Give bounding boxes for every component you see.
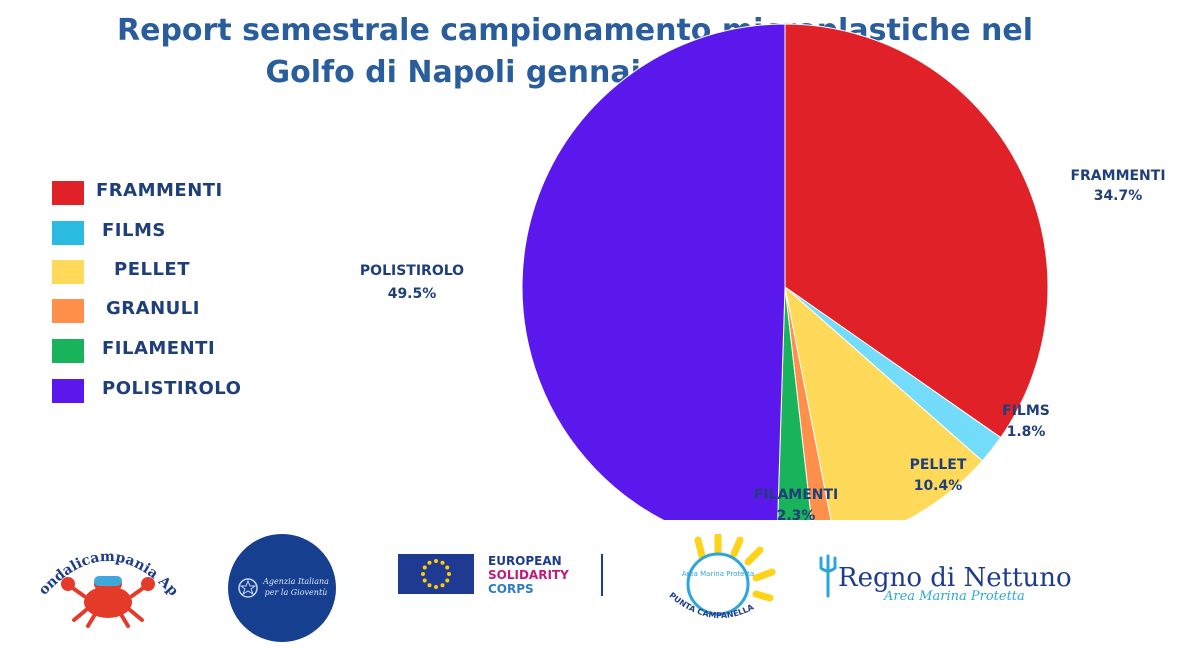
legend-item-frammenti: FRAMMENTI <box>52 178 312 206</box>
agenzia-text-2: per la Gioventù <box>265 588 328 597</box>
punta-campanella-logo: Area Marina Protetta PUNTA CAMPANELLA <box>652 532 782 626</box>
legend-item-polistirolo: POLISTIROLO <box>52 376 312 404</box>
pie-slices <box>521 23 1049 520</box>
esc-logo: EUROPEAN SOLIDARITY CORPS <box>398 550 608 602</box>
slice-label-value-pellet: 10.4% <box>914 478 963 494</box>
esc-text-1: EUROPEAN <box>488 554 562 568</box>
legend-item-pellet: PELLET <box>52 257 312 285</box>
legend-swatch-polistirolo <box>52 379 84 403</box>
slice-label-name-pellet: PELLET <box>910 457 967 473</box>
pie-slice-filamenti <box>777 286 812 520</box>
crab-icon <box>61 576 155 628</box>
pie-slice-polistirolo <box>521 23 786 520</box>
esc-text-2: SOLIDARITY <box>488 568 569 582</box>
pie-slice-pellet <box>784 285 983 520</box>
slice-label-name-films: FILMS <box>1002 403 1050 419</box>
slice-label-name-polistirolo: POLISTIROLO <box>360 263 464 279</box>
legend-item-filamenti: FILAMENTI <box>52 336 312 364</box>
agenzia-text-1: Agenzia Italiana <box>262 577 329 586</box>
slice-label-value-frammenti: 34.7% <box>1094 188 1143 204</box>
slice-label-value-filamenti: 2.3% <box>777 508 816 520</box>
legend-swatch-filamenti <box>52 339 84 363</box>
agenzia-gioventu-logo: Agenzia Italiana per la Gioventù <box>226 532 338 644</box>
regno-di-nettuno-logo: Regno di Nettuno Area Marina Protetta <box>818 550 1080 610</box>
legend-label-pellet: PELLET <box>114 259 191 280</box>
slice-label-name-frammenti: FRAMMENTI <box>1070 168 1165 184</box>
trident-icon <box>819 554 837 598</box>
legend-label-granuli: GRANULI <box>106 298 200 319</box>
esc-text-3: CORPS <box>488 582 534 596</box>
slice-label-value-films: 1.8% <box>1007 424 1046 440</box>
legend-swatch-films <box>52 221 84 245</box>
legend-label-filamenti: FILAMENTI <box>102 338 216 359</box>
regno-title: Regno di Nettuno <box>838 563 1072 593</box>
pie-slice-granuli <box>784 286 832 520</box>
regno-subtitle: Area Marina Protetta <box>883 589 1025 604</box>
slice-labels: FRAMMENTI 34.7% FILMS 1.8% PELLET 10.4% FILAME… <box>360 168 1166 520</box>
slice-label-name-filamenti: FILAMENTI <box>754 487 839 503</box>
legend-item-films: FILMS <box>52 218 312 246</box>
partner-logos: Fondalicampania Aps Agenzia Italiana per… <box>0 520 1200 642</box>
pie-chart: FRAMMENTI 34.7% FILMS 1.8% PELLET 10.4% FILAME… <box>360 23 1166 520</box>
pie-slice-frammenti <box>784 23 1049 439</box>
legend-item-granuli: GRANULI <box>52 296 312 324</box>
legend-label-polistirolo: POLISTIROLO <box>102 378 242 399</box>
legend-label-films: FILMS <box>102 220 166 241</box>
legend-swatch-pellet <box>52 260 84 284</box>
legend-swatch-granuli <box>52 299 84 323</box>
legend-label-frammenti: FRAMMENTI <box>96 180 223 201</box>
slice-label-value-polistirolo: 49.5% <box>388 286 437 302</box>
amp-text: Area Marina Protetta <box>682 570 754 578</box>
legend-swatch-frammenti <box>52 181 84 205</box>
fondalicampania-logo: Fondalicampania Aps <box>33 520 181 632</box>
sun-rays-icon <box>694 532 776 602</box>
emblem-icon <box>238 578 258 598</box>
